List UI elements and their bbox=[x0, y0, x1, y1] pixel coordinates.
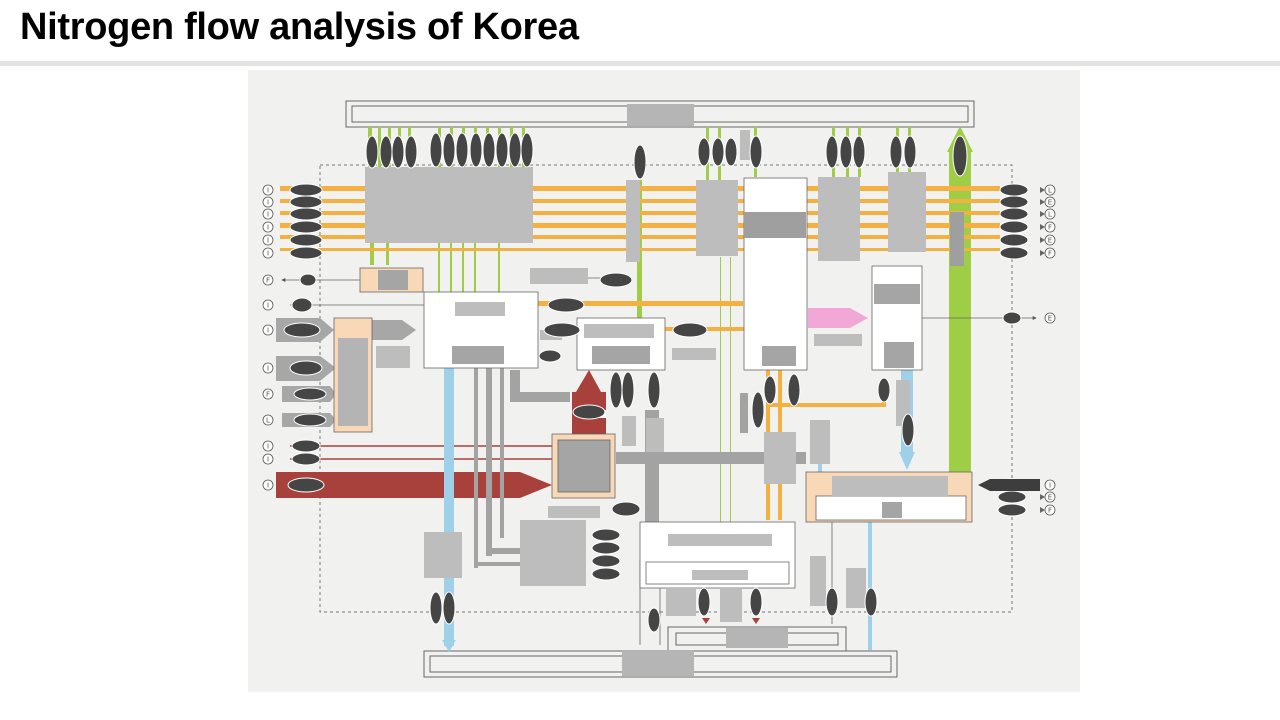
page-title: Nitrogen flow analysis of Korea bbox=[20, 6, 579, 48]
nitrogen-flow-diagram: I I I I I I F I I I F L I I I bbox=[248, 70, 1080, 692]
right-arrowheads bbox=[1040, 187, 1045, 513]
origin-label: I bbox=[267, 482, 269, 490]
red-flows bbox=[276, 370, 606, 498]
bottom-sink-label bbox=[622, 650, 694, 676]
origin-label: F bbox=[266, 391, 270, 399]
destination-label: I bbox=[1049, 482, 1051, 490]
title-divider bbox=[0, 61, 1280, 66]
destination-label: E bbox=[1048, 199, 1052, 207]
pink-flow bbox=[808, 308, 868, 328]
dark-inflow-arrow bbox=[978, 479, 1040, 491]
bottom-arrow-tips bbox=[702, 618, 760, 624]
left-gray-arrows bbox=[276, 318, 416, 427]
destination-label: F bbox=[1048, 507, 1052, 515]
origin-label: F bbox=[266, 277, 270, 285]
data-ovals bbox=[283, 132, 1029, 633]
origin-label: I bbox=[267, 456, 269, 464]
destination-label: F bbox=[1048, 250, 1052, 258]
right-destination-labels: L E L F E F E I E F bbox=[1044, 184, 1056, 516]
origin-label: I bbox=[267, 302, 269, 310]
origin-label: I bbox=[267, 187, 269, 195]
destination-label: E bbox=[1048, 494, 1052, 502]
left-origin-labels: I I I I I I F I I I F L I I I bbox=[262, 184, 274, 491]
gray-blocks bbox=[338, 130, 964, 622]
top-sink-label bbox=[627, 104, 694, 126]
destination-label: F bbox=[1048, 224, 1052, 232]
destination-label: E bbox=[1048, 315, 1052, 323]
origin-label: I bbox=[267, 224, 269, 232]
origin-label: I bbox=[267, 211, 269, 219]
origin-label: I bbox=[267, 250, 269, 258]
origin-label: I bbox=[267, 365, 269, 373]
gray-flows bbox=[474, 368, 806, 568]
destination-label: E bbox=[1048, 237, 1052, 245]
origin-label: I bbox=[267, 237, 269, 245]
destination-label: L bbox=[1048, 211, 1052, 219]
origin-label: I bbox=[267, 199, 269, 207]
origin-label: I bbox=[267, 327, 269, 335]
origin-label: L bbox=[266, 417, 270, 425]
bottom-sink-sublabel bbox=[726, 628, 788, 648]
destination-label: L bbox=[1048, 187, 1052, 195]
origin-label: I bbox=[267, 443, 269, 451]
